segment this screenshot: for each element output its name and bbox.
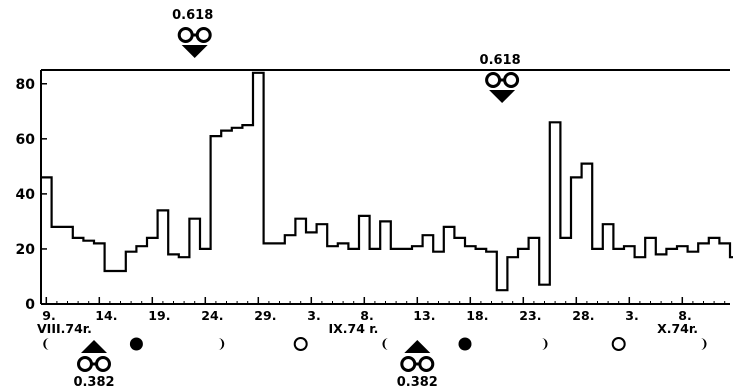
x-tick-label: 3. — [307, 308, 320, 323]
x-tick-label: 14. — [95, 308, 117, 323]
last-quarter-moon-icon — [218, 338, 225, 350]
x-tick-label: 18. — [466, 308, 488, 323]
annotation-value: 0.618 — [172, 8, 213, 23]
new-moon-icon — [458, 337, 472, 351]
month-label: VIII.74r. — [37, 321, 92, 336]
last-quarter-moon-icon — [700, 338, 707, 350]
last-quarter-moon-icon — [541, 338, 548, 350]
series-group — [41, 71, 733, 292]
x-tick-label: 24. — [201, 308, 223, 323]
y-tick-label: 40 — [16, 187, 36, 203]
month-label: IX.74 r. — [329, 321, 379, 336]
arrow-down-icon — [181, 45, 208, 58]
spectacles-icon — [177, 27, 212, 43]
y-tick-label: 80 — [16, 77, 36, 93]
first-quarter-moon-icon — [43, 338, 50, 350]
moon-phase-row — [43, 337, 707, 351]
month-label: X.74r. — [657, 321, 698, 336]
x-axis-ticks: 9. 14. 19. 24. 29. 3. 8. 13. 18. 23. 28. 3. 8. VIII.7… — [37, 297, 726, 336]
spectacles-icon — [400, 356, 435, 372]
lens-left — [177, 27, 194, 43]
lens-left — [400, 356, 417, 372]
arrow-up-icon — [404, 340, 431, 353]
arrow-down-icon — [489, 90, 516, 103]
y-tick-label: 60 — [16, 132, 36, 148]
x-tick-label: 23. — [519, 308, 541, 323]
lens-right — [503, 72, 520, 88]
annotations-group: 0.618 0.618 0.382 0.382 — [73, 8, 520, 390]
full-moon-icon — [611, 337, 626, 351]
x-tick-label: 19. — [148, 308, 170, 323]
series-step-line — [41, 71, 733, 292]
annotation-value: 0.382 — [73, 375, 114, 390]
spectacles-icon — [77, 356, 111, 372]
spectacles-icon — [485, 72, 520, 88]
annotation-value: 0.618 — [480, 53, 521, 68]
lens-right — [418, 356, 435, 372]
x-tick-label: 9. — [42, 308, 55, 323]
y-tick-label: 20 — [16, 242, 36, 258]
x-tick-label: 8. — [360, 308, 373, 323]
y-tick-label: 0 — [25, 297, 35, 313]
lens-right — [95, 356, 111, 372]
first-quarter-moon-icon — [382, 338, 389, 350]
x-tick-label: 28. — [572, 308, 594, 323]
full-moon-icon — [293, 337, 308, 351]
arrow-up-icon — [81, 340, 107, 353]
annotation-value: 0.382 — [397, 375, 438, 390]
lens-left — [485, 72, 502, 88]
x-tick-label: 13. — [413, 308, 435, 323]
x-tick-label: 8. — [678, 308, 691, 323]
x-tick-label: 3. — [625, 308, 638, 323]
axes-group — [40, 69, 730, 305]
x-tick-label: 29. — [254, 308, 276, 323]
lens-right — [195, 27, 212, 43]
new-moon-icon — [129, 337, 143, 351]
lens-left — [77, 356, 93, 372]
y-axis-ticks: 0 20 40 60 80 — [16, 77, 47, 313]
